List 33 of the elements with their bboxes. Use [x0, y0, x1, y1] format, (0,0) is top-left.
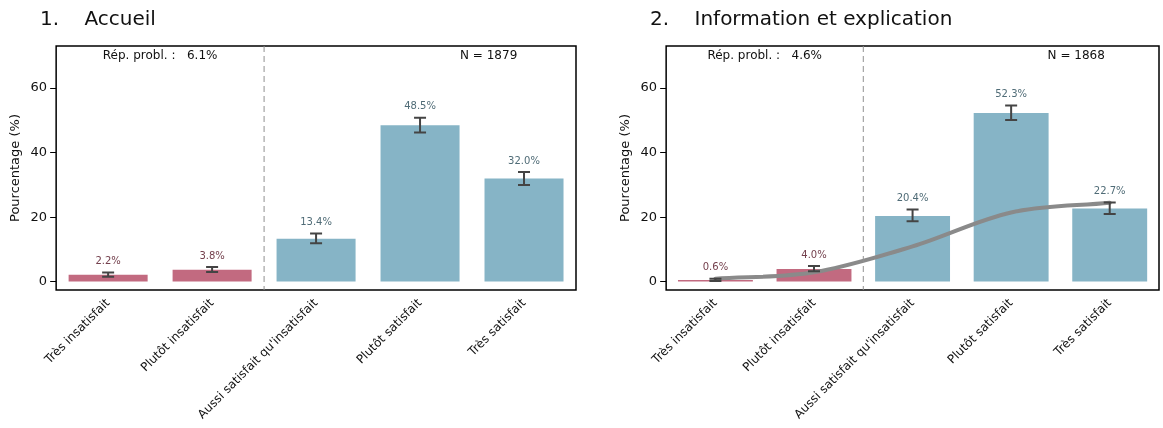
y-axis-title: Pourcentage (%): [617, 114, 633, 222]
data-label: 3.8%: [199, 249, 225, 261]
bar: [875, 216, 951, 282]
bar: [973, 112, 1049, 282]
data-label: 52.3%: [995, 88, 1028, 100]
data-label: 13.4%: [300, 216, 332, 228]
annotation: N = 1879: [460, 48, 518, 63]
y-tick-label: 60: [30, 79, 48, 95]
data-label: 48.5%: [404, 100, 436, 112]
bar: [172, 269, 252, 282]
y-tick-label: 40: [30, 144, 48, 160]
y-tick-label: 0: [648, 273, 658, 289]
annotation: N = 1868: [1047, 48, 1105, 63]
bar: [484, 178, 564, 282]
y-tick-label: 20: [30, 208, 48, 224]
data-label: 0.6%: [702, 261, 729, 273]
y-tick-label: 40: [640, 144, 658, 160]
y-tick-label: 0: [38, 273, 48, 289]
data-label: 32.0%: [508, 154, 540, 166]
bar: [276, 238, 356, 282]
chart-title: 1. Accueil: [40, 6, 156, 30]
data-label: 20.4%: [896, 192, 929, 204]
chart-title: 2. Information et explication: [650, 6, 953, 30]
y-axis-title: Pourcentage (%): [7, 114, 23, 222]
data-label: 4.0%: [801, 248, 827, 260]
y-tick-label: 60: [640, 79, 658, 95]
data-label: 22.7%: [1093, 185, 1126, 197]
bar: [1072, 208, 1148, 282]
annotation: Rép. probl. : 6.1%: [102, 48, 218, 63]
data-label: 2.2%: [95, 255, 121, 267]
annotation: Rép. probl. : 4.6%: [707, 48, 823, 63]
bar: [380, 125, 460, 282]
y-tick-label: 20: [640, 208, 658, 224]
